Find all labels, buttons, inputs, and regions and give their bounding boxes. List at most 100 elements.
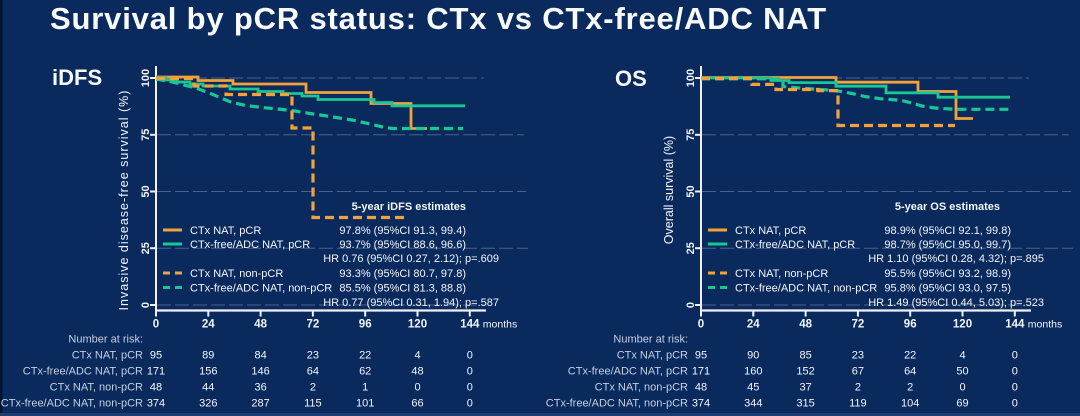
svg-text:90: 90 <box>747 350 759 362</box>
svg-text:45: 45 <box>747 382 759 394</box>
svg-text:97.8% (95%CI 91.3, 99.4): 97.8% (95%CI 91.3, 99.4) <box>339 225 466 237</box>
svg-text:66: 66 <box>411 398 423 410</box>
svg-text:Number at risk:: Number at risk: <box>613 334 688 346</box>
svg-text:23: 23 <box>307 350 319 362</box>
svg-text:44: 44 <box>202 382 214 394</box>
svg-text:Survival by pCR status: CTx vs: Survival by pCR status: CTx vs CTx-free/… <box>50 1 827 36</box>
svg-text:48: 48 <box>254 319 267 331</box>
svg-text:67: 67 <box>852 366 864 378</box>
svg-text:0: 0 <box>1012 382 1018 394</box>
svg-text:95: 95 <box>695 350 707 362</box>
svg-text:95: 95 <box>150 350 162 362</box>
svg-text:62: 62 <box>359 366 371 378</box>
svg-text:Invasive disease-free survival: Invasive disease-free survival (%) <box>117 90 131 311</box>
svg-text:0: 0 <box>959 382 965 394</box>
svg-text:CTx-free/ADC NAT, pCR: CTx-free/ADC NAT, pCR <box>735 239 855 251</box>
svg-text:23: 23 <box>852 350 864 362</box>
svg-text:160: 160 <box>744 366 762 378</box>
svg-text:95.5% (95%CI 93.2, 98.9): 95.5% (95%CI 93.2, 98.9) <box>884 268 1011 280</box>
svg-text:4: 4 <box>414 350 420 362</box>
svg-text:iDFS: iDFS <box>52 65 102 90</box>
svg-text:326: 326 <box>199 398 217 410</box>
svg-text:120: 120 <box>408 319 427 331</box>
svg-text:96: 96 <box>904 319 917 331</box>
svg-text:2: 2 <box>907 382 913 394</box>
svg-text:120: 120 <box>953 319 972 331</box>
svg-text:CTx-free/ADC NAT, non-pCR: CTx-free/ADC NAT, non-pCR <box>1 398 143 410</box>
svg-text:48: 48 <box>695 382 707 394</box>
svg-text:Overall survival (%): Overall survival (%) <box>662 136 676 244</box>
svg-text:0: 0 <box>1012 398 1018 410</box>
svg-text:50: 50 <box>956 366 968 378</box>
svg-text:0: 0 <box>467 350 473 362</box>
svg-text:months: months <box>483 319 517 331</box>
svg-text:HR 0.76 (95%CI 0.27, 2.12); p=: HR 0.76 (95%CI 0.27, 2.12); p=.609 <box>323 253 499 265</box>
svg-text:98.7% (95%CI 95.0, 99.7): 98.7% (95%CI 95.0, 99.7) <box>884 239 1011 251</box>
svg-text:CTx-free/ADC NAT, non-pCR: CTx-free/ADC NAT, non-pCR <box>735 283 877 295</box>
svg-text:Number at risk:: Number at risk: <box>68 334 143 346</box>
svg-text:25: 25 <box>140 242 152 254</box>
svg-text:2: 2 <box>855 382 861 394</box>
svg-text:CTx NAT, non-pCR: CTx NAT, non-pCR <box>50 382 143 394</box>
svg-text:CTx NAT, non-pCR: CTx NAT, non-pCR <box>190 268 283 280</box>
svg-text:374: 374 <box>692 398 710 410</box>
svg-text:24: 24 <box>202 319 215 331</box>
svg-text:CTx NAT, pCR: CTx NAT, pCR <box>735 225 806 237</box>
svg-text:CTx NAT, non-pCR: CTx NAT, non-pCR <box>735 268 828 280</box>
svg-text:72: 72 <box>852 319 865 331</box>
svg-text:119: 119 <box>849 398 867 410</box>
svg-text:CTx NAT, pCR: CTx NAT, pCR <box>72 350 143 362</box>
svg-text:4: 4 <box>959 350 965 362</box>
svg-text:50: 50 <box>140 185 152 197</box>
svg-text:0: 0 <box>153 319 159 331</box>
svg-text:64: 64 <box>904 366 916 378</box>
svg-text:89: 89 <box>202 350 214 362</box>
svg-text:5-year OS estimates: 5-year OS estimates <box>895 201 1000 213</box>
svg-text:315: 315 <box>796 398 814 410</box>
svg-text:0: 0 <box>1012 350 1018 362</box>
svg-text:24: 24 <box>747 319 760 331</box>
svg-text:HR 1.49 (95%CI 0.44, 5.03); p=: HR 1.49 (95%CI 0.44, 5.03); p=.523 <box>868 297 1044 309</box>
svg-text:22: 22 <box>359 350 371 362</box>
svg-text:48: 48 <box>799 319 812 331</box>
svg-text:CTx-free/ADC NAT, pCR: CTx-free/ADC NAT, pCR <box>568 366 688 378</box>
svg-text:344: 344 <box>744 398 762 410</box>
svg-text:93.7% (95%CI 88.6, 96.6): 93.7% (95%CI 88.6, 96.6) <box>339 239 466 251</box>
svg-text:months: months <box>1028 319 1062 331</box>
svg-text:48: 48 <box>411 366 423 378</box>
svg-text:CTx NAT, non-pCR: CTx NAT, non-pCR <box>595 382 688 394</box>
svg-text:98.9% (95%CI 92.1, 99.8): 98.9% (95%CI 92.1, 99.8) <box>884 225 1011 237</box>
svg-text:CTx-free/ADC NAT, pCR: CTx-free/ADC NAT, pCR <box>190 239 310 251</box>
svg-text:OS: OS <box>615 66 647 91</box>
svg-text:374: 374 <box>147 398 165 410</box>
svg-text:104: 104 <box>901 398 919 410</box>
svg-text:144: 144 <box>460 319 480 331</box>
svg-text:0: 0 <box>467 398 473 410</box>
svg-text:CTx NAT, pCR: CTx NAT, pCR <box>617 350 688 362</box>
svg-text:25: 25 <box>685 242 697 254</box>
svg-text:75: 75 <box>140 129 152 141</box>
svg-text:93.3% (95%CI 80.7, 97.8): 93.3% (95%CI 80.7, 97.8) <box>339 268 466 280</box>
svg-text:72: 72 <box>307 319 320 331</box>
svg-text:CTx-free/ADC NAT, non-pCR: CTx-free/ADC NAT, non-pCR <box>546 398 688 410</box>
svg-text:1: 1 <box>362 382 368 394</box>
svg-text:HR 0.77 (95%CI 0.31, 1.94); p=: HR 0.77 (95%CI 0.31, 1.94); p=.587 <box>323 297 499 309</box>
svg-text:64: 64 <box>307 366 319 378</box>
svg-text:100: 100 <box>685 69 697 87</box>
svg-text:95.8% (95%CI 93.0, 97.5): 95.8% (95%CI 93.0, 97.5) <box>884 283 1011 295</box>
svg-text:5-year iDFS estimates: 5-year iDFS estimates <box>352 201 466 213</box>
svg-text:0: 0 <box>467 382 473 394</box>
svg-text:171: 171 <box>692 366 710 378</box>
svg-text:0: 0 <box>685 302 697 308</box>
svg-text:CTx-free/ADC NAT, non-pCR: CTx-free/ADC NAT, non-pCR <box>190 283 332 295</box>
svg-text:69: 69 <box>956 398 968 410</box>
svg-text:144: 144 <box>1005 319 1025 331</box>
svg-text:85.5% (95%CI 81.3, 88.8): 85.5% (95%CI 81.3, 88.8) <box>339 283 466 295</box>
svg-text:96: 96 <box>359 319 372 331</box>
svg-text:156: 156 <box>199 366 217 378</box>
svg-text:48: 48 <box>150 382 162 394</box>
svg-text:HR 1.10 (95%CI 0.28, 4.32); p=: HR 1.10 (95%CI 0.28, 4.32); p=.895 <box>868 253 1044 265</box>
svg-text:287: 287 <box>251 398 269 410</box>
svg-text:84: 84 <box>254 350 266 362</box>
svg-text:CTx-free/ADC NAT, pCR: CTx-free/ADC NAT, pCR <box>23 366 143 378</box>
